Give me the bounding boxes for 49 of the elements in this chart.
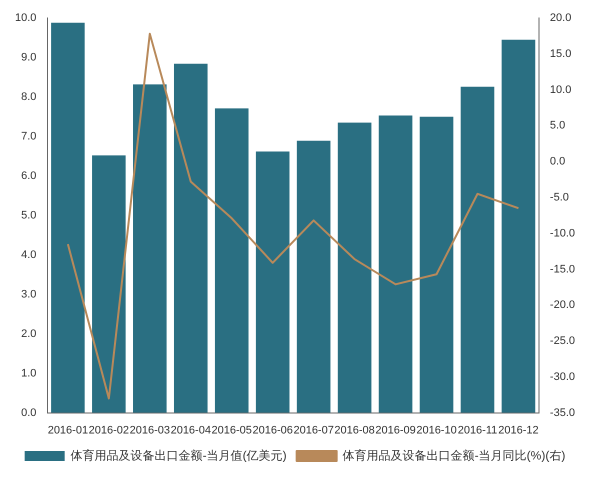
bar [420, 116, 454, 413]
x-tick-label: 2016-05 [212, 424, 252, 436]
x-tick-label: 2016-10 [416, 424, 457, 436]
y2-tick-label: 15.0 [550, 48, 572, 60]
x-tick-label: 2016-09 [375, 424, 416, 436]
y-tick-label: 5.0 [21, 209, 36, 222]
y2-tick-label: -20.0 [550, 299, 576, 312]
y-tick-label: 7.0 [21, 130, 36, 142]
y-tick-label: 10.0 [14, 12, 36, 24]
y-tick-label: 4.0 [21, 248, 36, 261]
y-tick-label: 9.0 [21, 52, 36, 64]
x-tick-label: 2016-01 [48, 424, 88, 436]
y2-tick-label: -35.0 [550, 406, 576, 419]
x-tick-label: 2016-06 [252, 424, 293, 436]
legend-label: 体育用品及设备出口金额-当月同比(%)(右) [342, 448, 566, 462]
y-tick-label: 3.0 [21, 288, 36, 300]
bar [256, 151, 290, 413]
x-tick-label: 2016-07 [293, 424, 334, 436]
y-tick-label: 8.0 [21, 90, 36, 103]
x-tick-label: 2016-03 [130, 424, 170, 436]
bar [133, 84, 167, 413]
y2-tick-label: -30.0 [550, 370, 576, 383]
y2-tick-label: 5.0 [550, 120, 566, 132]
y2-tick-label: 20.0 [550, 12, 572, 24]
x-tick-label: 2016-08 [334, 424, 375, 436]
bar [296, 140, 330, 413]
bar [51, 22, 85, 413]
y-tick-label: 1.0 [21, 367, 36, 380]
y-tick-label: 0.0 [21, 406, 36, 419]
x-tick-label: 2016-12 [498, 424, 539, 436]
bar [378, 116, 412, 413]
y2-tick-label: -15.0 [550, 263, 576, 276]
legend-label: 体育用品及设备出口金额-当月值(亿美元) [70, 448, 287, 462]
y2-tick-label: 10.0 [550, 84, 572, 96]
y-tick-label: 2.0 [21, 328, 36, 340]
x-tick-label: 2016-04 [170, 424, 211, 436]
bar [502, 40, 536, 413]
x-tick-label: 2016-11 [458, 424, 498, 436]
bar [460, 86, 494, 413]
y2-tick-label: -5.0 [550, 191, 569, 204]
y2-tick-label: -10.0 [550, 227, 576, 240]
y2-tick-label: -25.0 [550, 335, 576, 348]
bar [174, 64, 208, 413]
y-tick-label: 6.0 [21, 170, 36, 182]
bar [338, 122, 372, 413]
bar [92, 155, 126, 413]
x-tick-label: 2016-02 [88, 424, 130, 436]
y2-tick-label: 0.0 [550, 156, 566, 168]
bar [214, 108, 249, 413]
